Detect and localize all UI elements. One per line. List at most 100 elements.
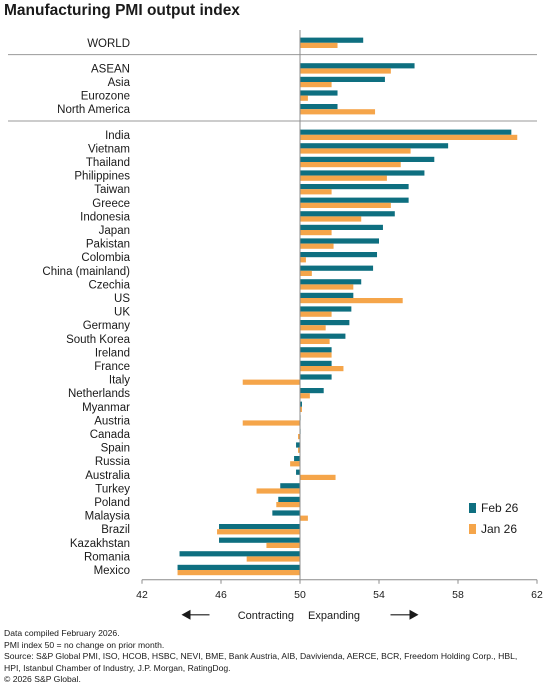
bars-layer — [177, 37, 518, 576]
bar-feb-26-russia — [294, 456, 300, 462]
bar-jan-26-netherlands — [300, 393, 310, 399]
category-label-japan: Japan — [99, 225, 130, 237]
chart-title: Manufacturing PMI output index — [4, 2, 240, 19]
category-label-philippines: Philippines — [74, 171, 130, 183]
category-label-thailand: Thailand — [86, 157, 130, 169]
bar-feb-26-colombia — [300, 252, 378, 258]
bar-feb-26-asia — [300, 76, 385, 82]
bar-jan-26-japan — [300, 230, 332, 236]
category-label-south-korea: South Korea — [66, 334, 131, 346]
category-label-spain: Spain — [101, 443, 130, 455]
category-label-italy: Italy — [109, 375, 130, 387]
bar-feb-26-myanmar — [300, 401, 302, 407]
bar-feb-26-poland — [278, 496, 300, 502]
bar-feb-26-netherlands — [300, 388, 324, 394]
bar-jan-26-india — [300, 134, 518, 140]
bar-jan-26-spain — [298, 447, 300, 453]
bar-jan-26-ireland — [300, 352, 332, 358]
note-source-line-1: Source: S&P Global PMI, ISO, HCOB, HSBC,… — [4, 651, 518, 661]
bar-jan-26-kazakhstan — [266, 542, 300, 548]
bar-jan-26-asia — [300, 82, 332, 88]
bar-jan-26-brazil — [217, 529, 300, 535]
bar-jan-26-north-america — [300, 109, 376, 115]
category-label-malaysia: Malaysia — [85, 511, 131, 523]
contracting-label: Contracting — [238, 610, 294, 622]
bar-feb-26-indonesia — [300, 211, 395, 217]
category-label-netherlands: Netherlands — [68, 388, 130, 400]
category-label-myanmar: Myanmar — [82, 402, 130, 414]
bar-jan-26-canada — [298, 434, 300, 440]
note-copyright: © 2026 S&P Global. — [4, 674, 81, 684]
bar-feb-26-vietnam — [300, 143, 449, 149]
category-label-world: WORLD — [87, 38, 130, 50]
bar-jan-26-pakistan — [300, 243, 334, 249]
bar-jan-26-poland — [276, 502, 300, 508]
bar-feb-26-pakistan — [300, 238, 379, 244]
category-label-brazil: Brazil — [101, 524, 130, 536]
bar-jan-26-austria — [242, 420, 300, 426]
category-label-australia: Australia — [85, 470, 130, 482]
bar-feb-26-germany — [300, 320, 350, 326]
bar-jan-26-australia — [300, 474, 336, 480]
bar-jan-26-turkey — [256, 488, 300, 494]
category-label-taiwan: Taiwan — [94, 184, 130, 196]
bar-jan-26-italy — [242, 379, 300, 385]
bar-feb-26-india — [300, 129, 512, 135]
category-label-colombia: Colombia — [81, 252, 130, 264]
category-label-czechia: Czechia — [88, 279, 130, 291]
bar-jan-26-romania — [246, 556, 300, 562]
bar-jan-26-eurozone — [300, 95, 308, 101]
bar-feb-26-china-mainland — [300, 265, 374, 271]
bar-jan-26-world — [300, 42, 338, 48]
category-label-canada: Canada — [90, 429, 131, 441]
bar-feb-26-france — [300, 360, 332, 366]
bar-jan-26-czechia — [300, 284, 354, 290]
category-label-romania: Romania — [84, 551, 131, 563]
category-label-eurozone: Eurozone — [81, 91, 130, 103]
bar-jan-26-us — [300, 298, 403, 304]
bar-jan-26-asean — [300, 68, 391, 74]
bar-jan-26-indonesia — [300, 216, 362, 222]
bar-feb-26-spain — [296, 442, 300, 448]
category-label-kazakhstan: Kazakhstan — [70, 538, 130, 550]
legend: Feb 26 Jan 26 — [469, 501, 519, 536]
category-label-north-america: North America — [57, 104, 130, 116]
x-tick-label-42: 42 — [136, 589, 148, 601]
bar-feb-26-romania — [179, 551, 300, 557]
x-tick-label-62: 62 — [531, 589, 543, 601]
bar-jan-26-myanmar — [300, 406, 302, 412]
note-pmi-index: PMI index 50 = no change on prior month. — [4, 639, 165, 650]
group-separators — [8, 54, 537, 122]
category-label-germany: Germany — [83, 320, 131, 332]
bar-feb-26-czechia — [300, 279, 362, 285]
x-tick-label-54: 54 — [373, 589, 385, 601]
bar-jan-26-france — [300, 366, 344, 372]
bar-feb-26-turkey — [280, 483, 300, 489]
category-label-russia: Russia — [95, 456, 131, 468]
note-source-line-2: HPI, Istanbul Chamber of Industry, J.P. … — [4, 662, 231, 673]
x-tick-label-58: 58 — [452, 589, 464, 601]
bar-feb-26-kazakhstan — [219, 537, 300, 543]
category-label-pakistan: Pakistan — [86, 239, 130, 251]
category-label-france: France — [94, 361, 130, 373]
bar-jan-26-thailand — [300, 162, 401, 168]
category-label-austria: Austria — [94, 415, 130, 427]
x-axis: 42 46 50 54 58 62 — [136, 579, 543, 601]
bar-jan-26-colombia — [300, 257, 306, 263]
category-label-vietnam: Vietnam — [88, 143, 130, 155]
category-label-us: US — [114, 293, 130, 305]
category-label-poland: Poland — [94, 497, 130, 509]
legend-swatch-feb-26 — [469, 503, 476, 513]
category-label-china-mainland: China (mainland) — [42, 266, 130, 278]
bar-jan-26-south-korea — [300, 338, 330, 344]
bar-feb-26-uk — [300, 306, 352, 312]
bar-feb-26-thailand — [300, 156, 435, 162]
bar-feb-26-taiwan — [300, 184, 409, 190]
bar-jan-26-uk — [300, 311, 332, 317]
bar-feb-26-asean — [300, 63, 415, 69]
bar-feb-26-brazil — [219, 524, 300, 530]
category-label-ireland: Ireland — [95, 347, 130, 359]
bar-jan-26-germany — [300, 325, 326, 331]
bar-jan-26-mexico — [177, 570, 300, 576]
